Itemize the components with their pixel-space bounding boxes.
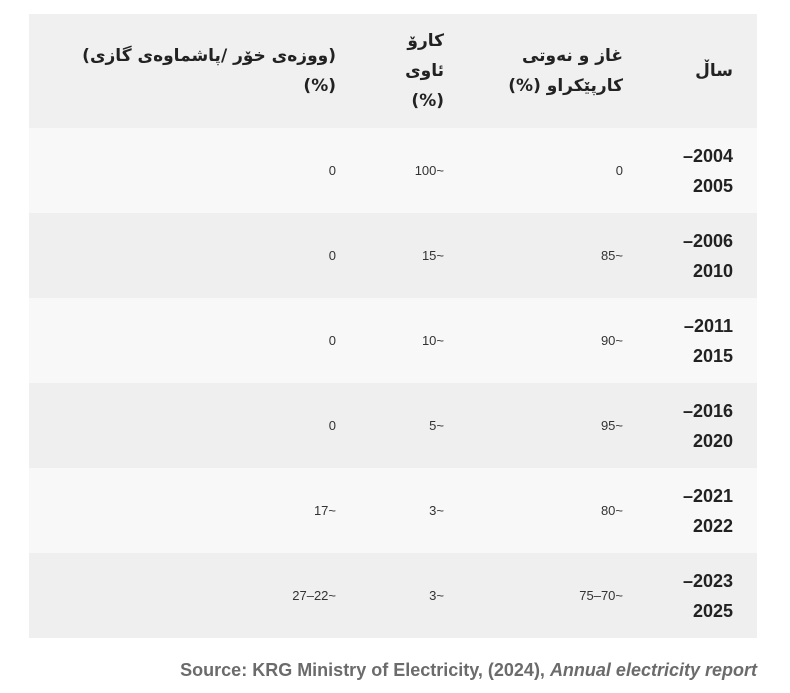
header-cell: کارۆ ئاوی (%) xyxy=(405,31,444,111)
table-row: 2023–2025 ~70–75 ~3 ~22–27 xyxy=(29,553,757,638)
year-cell: 2004–2005 xyxy=(682,145,733,196)
value-cell: ~17 xyxy=(313,503,336,518)
year-cell: 2023–2025 xyxy=(682,570,733,621)
header-cell: غاز و نەوتی کارپێکراو (%) xyxy=(508,46,623,96)
value-cell: 0 xyxy=(615,163,623,178)
value-cell: ~15 xyxy=(421,248,444,263)
value-cell: ~85 xyxy=(600,248,623,263)
value-cell: ~5 xyxy=(429,418,444,433)
value-cell: ~100 xyxy=(414,163,444,178)
value-cell: 0 xyxy=(328,163,336,178)
table: ساڵ غاز و نەوتی کارپێکراو (%) کارۆ ئاوی (%… xyxy=(29,14,757,638)
value-cell: ~70–75 xyxy=(579,588,623,603)
source-title: Annual electricity report xyxy=(549,660,757,680)
value-cell: ~3 xyxy=(429,588,444,603)
year-cell: 2006–2010 xyxy=(682,230,733,281)
header-cell: ساڵ xyxy=(695,61,733,81)
year-cell: 2021–2022 xyxy=(682,485,733,536)
table-body: 2004–2005 0 ~100 0 2006–2010 ~85 ~15 0 2011–2015… xyxy=(29,128,757,638)
value-cell: ~95 xyxy=(600,418,623,433)
table-row: 2021–2022 ~80 ~3 ~17 xyxy=(29,468,757,553)
table-row: 2011–2015 ~90 ~10 0 xyxy=(29,298,757,383)
value-cell: ~22–27 xyxy=(292,588,336,603)
table-container: ساڵ غاز و نەوتی کارپێکراو (%) کارۆ ئاوی (%… xyxy=(29,14,757,638)
table-header: ساڵ غاز و نەوتی کارپێکراو (%) کارۆ ئاوی (%… xyxy=(29,14,757,128)
value-cell: ~80 xyxy=(600,503,623,518)
header-cell: (ووزەی خۆر /پاشماوەی گازی) (%) xyxy=(82,46,336,96)
source-text: Source: KRG Ministry of Electricity, (20… xyxy=(180,660,550,680)
value-cell: 0 xyxy=(328,418,336,433)
year-cell: 2011–2015 xyxy=(683,315,733,366)
value-cell: ~3 xyxy=(429,503,444,518)
table-row: 2006–2010 ~85 ~15 0 xyxy=(29,213,757,298)
value-cell: ~90 xyxy=(600,333,623,348)
source-note: Source: KRG Ministry of Electricity, (20… xyxy=(180,660,757,681)
year-cell: 2016–2020 xyxy=(682,400,733,451)
value-cell: 0 xyxy=(328,248,336,263)
value-cell: ~10 xyxy=(421,333,444,348)
value-cell: 0 xyxy=(328,333,336,348)
header-row: ساڵ غاز و نەوتی کارپێکراو (%) کارۆ ئاوی (%… xyxy=(29,14,757,128)
table-row: 2004–2005 0 ~100 0 xyxy=(29,128,757,213)
table-row: 2016–2020 ~95 ~5 0 xyxy=(29,383,757,468)
